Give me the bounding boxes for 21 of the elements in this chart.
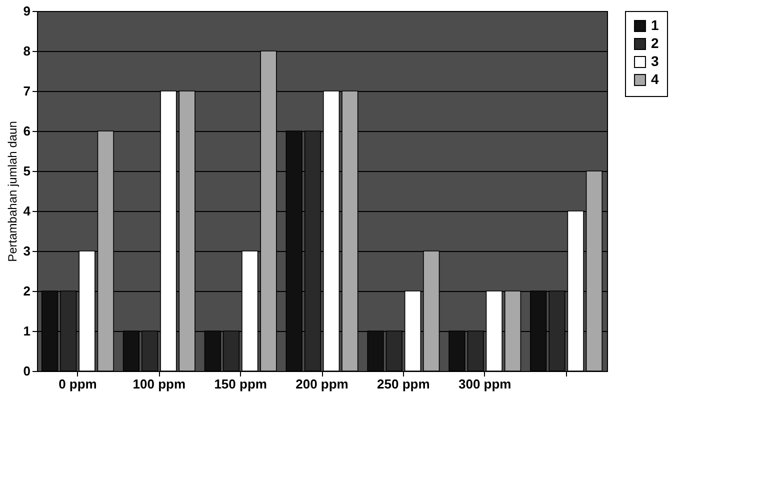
y-tick-label: 0 (23, 364, 30, 378)
y-tick-label: 2 (23, 284, 30, 298)
y-tick-label: 4 (23, 204, 32, 218)
x-tick-label: 200 ppm (296, 376, 348, 392)
y-tick-label: 6 (23, 124, 30, 138)
y-tick-label: 5 (23, 164, 30, 178)
y-tick-label: 8 (23, 44, 30, 58)
legend-label: 4 (651, 71, 659, 87)
x-tick-label: 150 ppm (214, 376, 267, 392)
legend-label: 1 (651, 17, 659, 33)
x-tick-label: 300 ppm (458, 376, 512, 392)
x-tick-label: 0 ppm (58, 376, 97, 392)
legend-label: 2 (651, 35, 659, 51)
y-tick-label: 3 (23, 244, 30, 258)
y-tick-label: 9 (23, 4, 30, 18)
y-tick-label: 7 (23, 84, 30, 98)
legend-label: 3 (651, 53, 659, 69)
x-tick-label: 100 ppm (132, 376, 186, 392)
x-tick-label: 250 ppm (377, 376, 430, 392)
y-tick-label: 1 (23, 324, 30, 338)
y-axis-title: Pertambahan jumlah daun (5, 121, 20, 262)
